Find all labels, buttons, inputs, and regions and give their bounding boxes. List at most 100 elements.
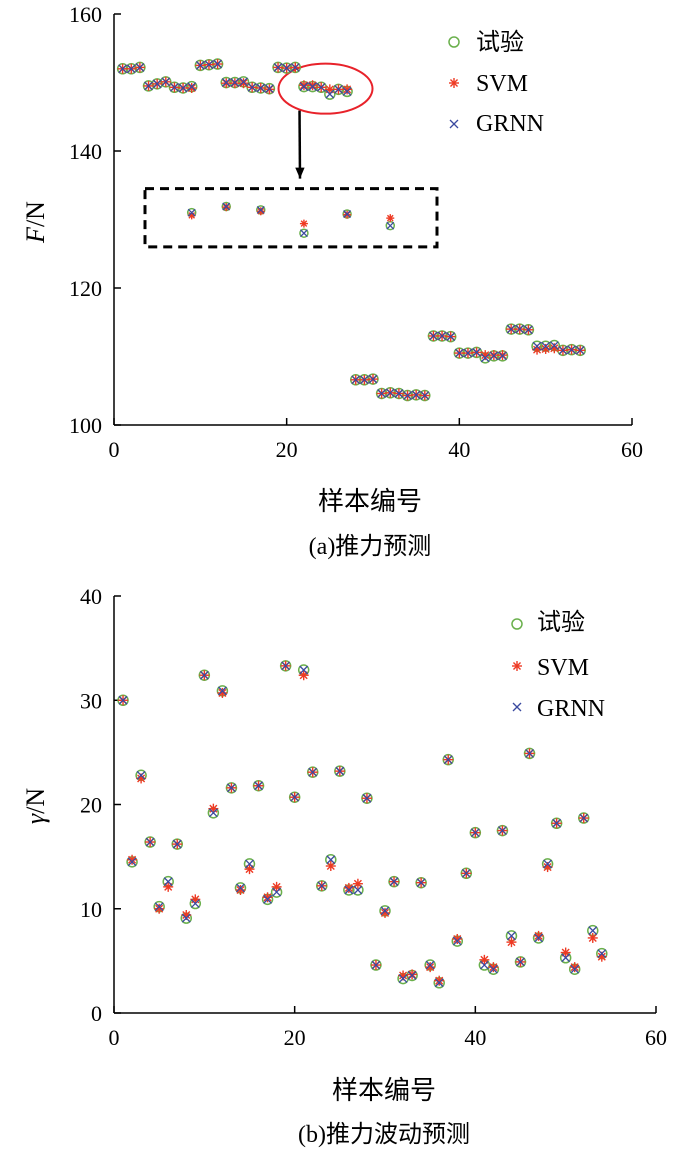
data-point-cross: [118, 64, 128, 74]
data-point-cross: [463, 348, 473, 358]
data-point-cross: [299, 82, 309, 92]
data-point-cross: [161, 77, 171, 87]
data-point-cross: [472, 347, 482, 357]
data-point-cross: [178, 83, 188, 93]
panel-b-thrust-fluctuation-chart: 0 20 40 60 0 10 20 30 40 试验 SVM GRNN 样本编号 γ/N (b…: [21, 584, 667, 1148]
data-point-cross: [558, 345, 568, 355]
data-point-cross: [136, 770, 146, 780]
zoom-inset: [143, 62, 439, 249]
data-point-cross: [126, 64, 136, 74]
x-tick-label: 0: [109, 437, 120, 462]
data-point-asterisk: [342, 84, 353, 95]
data-point-asterisk: [127, 854, 138, 865]
x-tick-label: 40: [464, 1025, 486, 1050]
zoom-point-cross: [187, 208, 196, 217]
data-point-cross: [256, 83, 266, 93]
data-point-asterisk: [452, 933, 463, 944]
data-point-cross: [326, 855, 336, 865]
zoom-point-cross: [299, 229, 308, 238]
data-point-cross: [245, 859, 254, 869]
legend-label-experiment: 试验: [476, 29, 524, 56]
data-point-cross: [254, 781, 263, 791]
data-point-cross: [213, 59, 223, 69]
data-point-cross: [377, 389, 387, 398]
data-point-asterisk: [488, 962, 499, 973]
legend-marker-circle: [511, 618, 523, 630]
data-point-cross: [543, 859, 553, 869]
data-point-cross: [588, 926, 598, 936]
data-point-asterisk: [533, 930, 544, 941]
panel-a-thrust-chart: 0 20 40 60 100 120 140 160 试验 SVM GRNN 样本编号 F/N…: [21, 2, 643, 560]
data-point-cross: [506, 324, 516, 334]
data-point-cross: [479, 960, 489, 970]
zoom-point-asterisk: [386, 214, 395, 223]
y-tick-label: 100: [69, 413, 102, 438]
panel-b-data-points: [117, 660, 608, 989]
data-point-cross: [507, 931, 516, 941]
data-point-asterisk: [307, 80, 318, 91]
data-point-cross: [407, 971, 417, 980]
data-point-asterisk: [343, 882, 354, 893]
panel-a-x-axis-label: 样本编号: [318, 487, 422, 516]
data-point-cross: [281, 661, 291, 671]
y-tick-label: 30: [80, 688, 102, 713]
panel-a-y-axis-unit: /N: [21, 201, 50, 227]
data-point-cross: [208, 808, 218, 818]
data-point-cross: [541, 341, 551, 351]
legend-marker-cross: [449, 119, 459, 129]
zoom-point-cross: [222, 202, 231, 211]
data-point-cross: [452, 936, 462, 946]
panel-a-axes: [113, 13, 633, 426]
data-point-cross: [353, 885, 363, 895]
data-point-cross: [290, 62, 300, 72]
data-point-cross: [118, 695, 128, 705]
data-point-cross: [394, 389, 404, 398]
panel-a-legend-markers: [448, 36, 460, 129]
data-point-asterisk: [434, 975, 445, 986]
data-point-cross: [135, 62, 145, 72]
data-point-cross: [282, 63, 292, 73]
data-point-cross: [480, 353, 490, 363]
data-point-cross: [187, 82, 197, 92]
data-point-cross: [247, 82, 257, 92]
y-tick-label: 0: [91, 1001, 102, 1026]
data-point-asterisk: [238, 78, 249, 89]
y-tick-label: 40: [80, 584, 102, 609]
panel-b-caption: (b)推力波动预测: [298, 1121, 470, 1148]
series-circle: [117, 660, 608, 989]
panel-b-axes: [113, 595, 657, 1014]
panel-b-y-axis-unit: /N: [21, 788, 50, 814]
data-point-cross: [308, 767, 318, 777]
panel-b-legend-markers: [511, 618, 523, 712]
panel-a-tick-labels: 0 20 40 60 100 120 140 160: [69, 2, 643, 462]
data-point-cross: [552, 818, 562, 828]
zoom-point-cross: [386, 221, 395, 230]
y-tick-label: 140: [69, 139, 102, 164]
panel-b-x-axis-label: 样本编号: [332, 1076, 436, 1105]
data-point-asterisk: [298, 670, 309, 681]
x-tick-label: 20: [276, 437, 298, 462]
data-point-asterisk: [262, 892, 273, 903]
data-point-cross: [263, 894, 273, 904]
data-point-cross: [342, 86, 352, 96]
legend-label-grnn: GRNN: [476, 111, 544, 137]
data-point-cross: [461, 868, 471, 878]
zoom-point-cross: [343, 210, 352, 218]
panel-a-legend: 试验 SVM GRNN: [448, 29, 544, 137]
panel-a-data-points: [116, 58, 586, 402]
zoom-point-asterisk: [299, 219, 308, 228]
data-point-asterisk: [506, 937, 517, 948]
y-tick-label: 20: [80, 793, 102, 818]
data-point-cross: [195, 60, 205, 70]
data-point-cross: [398, 974, 408, 984]
y-tick-label: 120: [69, 276, 102, 301]
data-point-cross: [597, 949, 607, 959]
data-point-cross: [169, 82, 179, 92]
data-point-cross: [181, 913, 191, 923]
legend-label-svm: SVM: [476, 71, 528, 97]
legend-label-grnn: GRNN: [537, 696, 605, 722]
panel-b-y-axis-label: γ/N: [21, 788, 50, 824]
data-point-cross: [534, 933, 544, 943]
x-tick-label: 40: [448, 437, 470, 462]
